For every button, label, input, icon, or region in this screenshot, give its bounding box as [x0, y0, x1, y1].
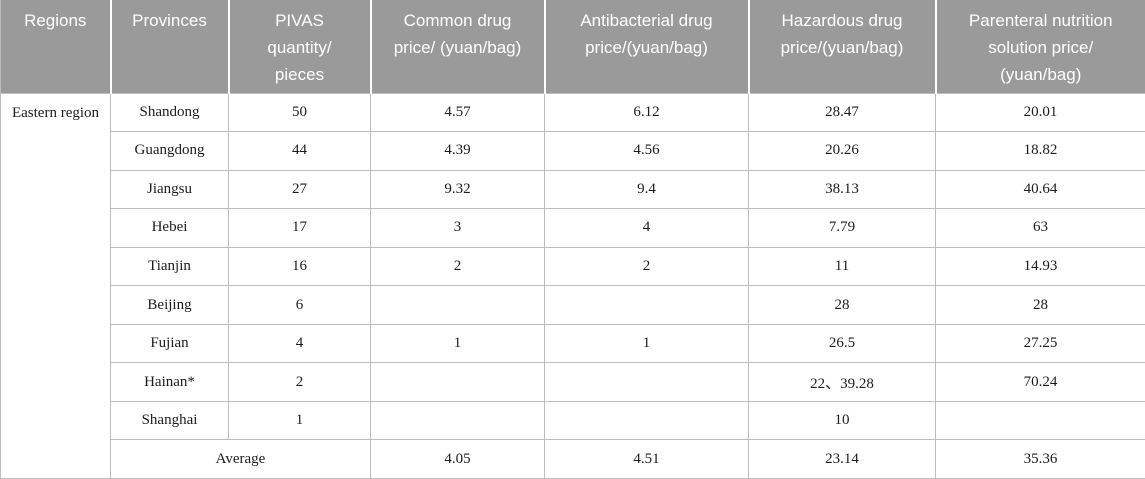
quantity-cell: 6: [228, 285, 371, 325]
antibacterial-price-cell: [544, 400, 749, 441]
common-price-cell: 4.39: [370, 131, 545, 171]
header-regions: Regions: [0, 0, 111, 93]
common-price-cell: [370, 285, 545, 325]
antibacterial-price-cell: 9.4: [544, 169, 749, 210]
header-hazardous-drug-price: Hazardous drug price/(yuan/bag): [747, 0, 936, 93]
antibacterial-price-cell: 2: [544, 246, 749, 287]
average-label-cell: Average: [110, 439, 371, 479]
hazardous-price-cell: 10: [748, 400, 936, 441]
table-row: Tianjin 16 2 2 11 14.93: [1, 246, 1145, 287]
antibacterial-price-cell: 1: [544, 323, 749, 364]
antibacterial-price-cell: [544, 285, 749, 325]
average-parenteral-price-cell: 35.36: [935, 439, 1145, 479]
hazardous-price-cell: 20.26: [748, 131, 936, 171]
province-cell: Hainan*: [110, 362, 229, 402]
quantity-cell: 27: [228, 169, 371, 210]
header-antibacterial-drug-price: Antibacterial drug price/(yuan/bag): [543, 0, 749, 93]
common-price-cell: 9.32: [370, 169, 545, 210]
average-row: Average 4.05 4.51 23.14 35.36: [1, 439, 1145, 479]
parenteral-price-cell: 20.01: [935, 92, 1145, 133]
antibacterial-price-cell: [544, 362, 749, 402]
province-cell: Guangdong: [110, 131, 229, 171]
hazardous-price-cell: 28.47: [748, 92, 936, 133]
common-price-cell: 1: [370, 323, 545, 364]
header-pivas-quantity: PIVAS quantity/ pieces: [227, 0, 371, 93]
province-cell: Jiangsu: [110, 169, 229, 210]
region-group-cell: Eastern region: [0, 92, 111, 479]
parenteral-price-cell: 18.82: [935, 131, 1145, 171]
table-row: Guangdong 44 4.39 4.56 20.26 18.82: [1, 131, 1145, 171]
table-row: Hebei 17 3 4 7.79 63: [1, 208, 1145, 248]
hazardous-price-cell: 38.13: [748, 169, 936, 210]
parenteral-price-cell: 63: [935, 208, 1145, 248]
common-price-cell: [370, 400, 545, 441]
hazardous-price-cell: 26.5: [748, 323, 936, 364]
quantity-cell: 1: [228, 400, 371, 441]
table-row: Fujian 4 1 1 26.5 27.25: [1, 323, 1145, 364]
average-antibacterial-price-cell: 4.51: [544, 439, 749, 479]
table-row: Jiangsu 27 9.32 9.4 38.13 40.64: [1, 169, 1145, 210]
parenteral-price-cell: [935, 400, 1145, 441]
table-row: Eastern region Shandong 50 4.57 6.12 28.…: [0, 92, 1145, 479]
header-common-drug-price: Common drug price/ (yuan/bag): [369, 0, 545, 93]
common-price-cell: 3: [370, 208, 545, 248]
table-row: Hainan* 2 22、39.28 70.24: [1, 362, 1145, 402]
table-row: Beijing 6 28 28: [1, 285, 1145, 325]
province-cell: Tianjin: [110, 246, 229, 287]
province-cell: Beijing: [110, 285, 229, 325]
parenteral-price-cell: 28: [935, 285, 1145, 325]
header-provinces: Provinces: [109, 0, 229, 93]
parenteral-price-cell: 70.24: [935, 362, 1145, 402]
quantity-cell: 4: [228, 323, 371, 364]
province-cell: Fujian: [110, 323, 229, 364]
hazardous-price-cell: 7.79: [748, 208, 936, 248]
province-cell: Hebei: [110, 208, 229, 248]
common-price-cell: 4.57: [370, 92, 545, 133]
antibacterial-price-cell: 4: [544, 208, 749, 248]
table-body: Eastern region Shandong 50 4.57 6.12 28.…: [0, 92, 1145, 479]
quantity-cell: 50: [228, 92, 371, 133]
antibacterial-price-cell: 6.12: [544, 92, 749, 133]
table-row: Shanghai 1 10: [1, 400, 1145, 441]
quantity-cell: 2: [228, 362, 371, 402]
quantity-cell: 44: [228, 131, 371, 171]
province-cell: Shandong: [110, 92, 229, 133]
hazardous-price-cell: 11: [748, 246, 936, 287]
common-price-cell: 2: [370, 246, 545, 287]
province-cell: Shanghai: [110, 400, 229, 441]
antibacterial-price-cell: 4.56: [544, 131, 749, 171]
header-parenteral-nutrition-price: Parenteral nutrition solution price/ (yu…: [934, 0, 1145, 93]
parenteral-price-cell: 27.25: [935, 323, 1145, 364]
parenteral-price-cell: 14.93: [935, 246, 1145, 287]
hazardous-price-cell: 28: [748, 285, 936, 325]
quantity-cell: 16: [228, 246, 371, 287]
average-common-price-cell: 4.05: [370, 439, 545, 479]
quantity-cell: 17: [228, 208, 371, 248]
parenteral-price-cell: 40.64: [935, 169, 1145, 210]
hazardous-price-cell: 22、39.28: [748, 362, 936, 402]
table-header: Regions Provinces PIVAS quantity/ pieces…: [0, 0, 1145, 93]
header-row: Regions Provinces PIVAS quantity/ pieces…: [0, 0, 1145, 93]
common-price-cell: [370, 362, 545, 402]
average-hazardous-price-cell: 23.14: [748, 439, 936, 479]
